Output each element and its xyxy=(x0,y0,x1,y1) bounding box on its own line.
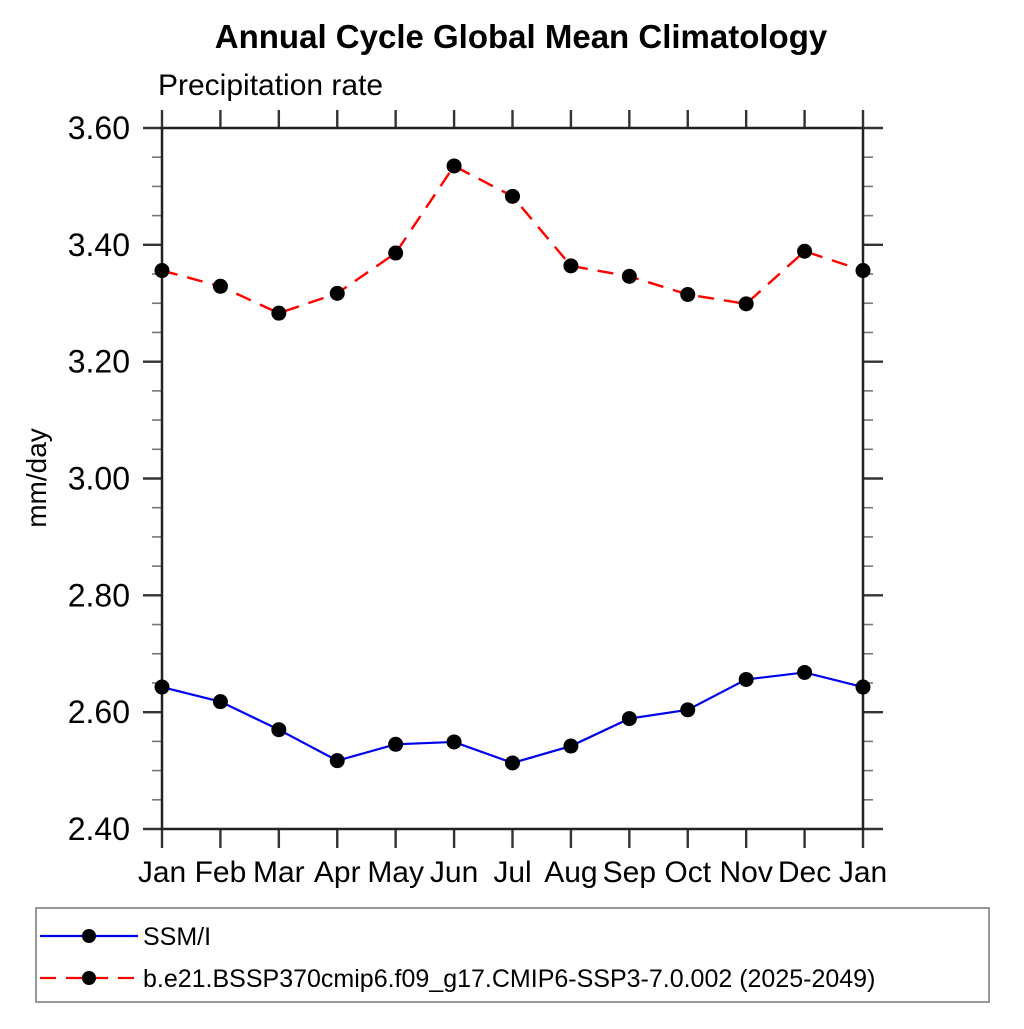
data-point-marker xyxy=(505,755,520,771)
data-point-marker xyxy=(621,268,637,284)
data-point-marker xyxy=(563,738,579,754)
data-point-marker xyxy=(388,736,404,752)
x-tick-label: Oct xyxy=(664,856,711,889)
y-tick-label: 3.00 xyxy=(68,461,130,497)
y-tick-label: 2.60 xyxy=(68,694,130,730)
data-point-marker xyxy=(388,245,404,261)
x-tick-label: Jan xyxy=(138,856,186,889)
x-tick-label: Dec xyxy=(778,856,831,889)
data-point-marker xyxy=(329,753,345,769)
y-axis-label: mm/day xyxy=(21,428,52,528)
data-point-marker xyxy=(797,243,813,259)
chart-title: Annual Cycle Global Mean Climatology xyxy=(215,18,828,55)
x-tick-label: Jul xyxy=(493,856,531,889)
legend-label-model: b.e21.BSSP370cmip6.f09_g17.CMIP6-SSP3-7.… xyxy=(143,965,875,993)
y-tick-label: 3.40 xyxy=(68,227,130,263)
data-point-marker xyxy=(271,722,287,738)
y-tick-label: 3.60 xyxy=(68,110,130,146)
x-tick-label: Feb xyxy=(195,856,247,889)
y-tick-label: 3.20 xyxy=(68,344,130,380)
x-tick-label: Sep xyxy=(603,856,656,889)
data-point-marker xyxy=(212,278,228,294)
x-tick-label: Aug xyxy=(544,856,597,889)
legend-item-ssmi: SSM/I xyxy=(40,923,211,951)
data-series xyxy=(154,158,871,771)
data-point-marker xyxy=(855,679,871,695)
x-tick-label: Mar xyxy=(253,856,305,889)
data-point-marker xyxy=(563,258,579,274)
series-line-1 xyxy=(161,164,864,315)
legend: SSM/I b.e21.BSSP370cmip6.f09_g17.CMIP6-S… xyxy=(35,907,990,1003)
series-line-0 xyxy=(161,671,864,765)
data-point-marker xyxy=(855,263,871,279)
x-tick-label: Apr xyxy=(314,856,361,889)
axes: 2.40 2.60 2.80 3.00 3.20 3.40 3.60 Jan Feb Mar Apr… xyxy=(68,110,887,889)
data-point-marker xyxy=(154,263,170,279)
x-tick-label: Nov xyxy=(719,856,772,889)
data-point-marker xyxy=(212,694,228,710)
data-point-marker xyxy=(738,671,754,687)
data-point-marker xyxy=(271,305,287,321)
x-tick-label: Jun xyxy=(430,856,478,889)
legend-item-model: b.e21.BSSP370cmip6.f09_g17.CMIP6-SSP3-7.… xyxy=(40,965,875,993)
data-point-marker xyxy=(154,679,170,695)
plot-frame xyxy=(160,126,865,831)
data-point-marker xyxy=(621,711,637,727)
x-tick-label: May xyxy=(367,856,424,889)
data-point-marker xyxy=(329,285,345,301)
legend-box xyxy=(35,907,990,1003)
chart-subtitle: Precipitation rate xyxy=(158,69,383,102)
legend-marker-model-icon xyxy=(82,971,96,985)
x-tick-label: Jan xyxy=(839,856,887,889)
data-point-marker xyxy=(446,158,462,174)
legend-label-ssmi: SSM/I xyxy=(143,923,211,951)
y-tick-label: 2.80 xyxy=(68,577,130,613)
y-tick-label: 2.40 xyxy=(68,811,130,847)
data-point-marker xyxy=(446,734,462,750)
data-point-marker xyxy=(505,188,520,204)
data-point-marker xyxy=(680,286,696,302)
legend-marker-ssmi-icon xyxy=(82,929,96,943)
data-point-marker xyxy=(738,296,754,312)
data-point-marker xyxy=(680,702,696,718)
data-point-marker xyxy=(797,664,813,680)
